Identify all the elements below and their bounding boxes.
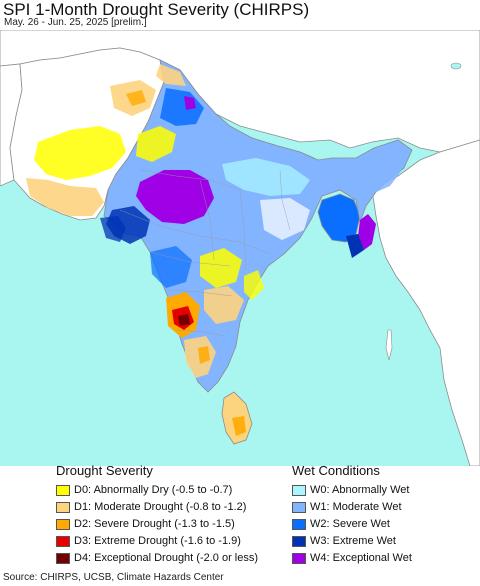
karnataka-d4 xyxy=(178,314,190,326)
legend-label: D1: Moderate Drought (-0.8 to -1.2) xyxy=(74,501,247,513)
map-canvas xyxy=(0,30,480,466)
legend-label: D0: Abnormally Dry (-0.5 to -0.7) xyxy=(74,484,233,496)
drought-map xyxy=(0,30,480,466)
legend-label: W0: Abnormally Wet xyxy=(310,484,410,496)
legend-label: D2: Severe Drought (-1.3 to -1.5) xyxy=(74,518,235,530)
legend-label: W1: Moderate Wet xyxy=(310,501,402,513)
drought-legend-heading: Drought Severity xyxy=(56,463,153,478)
kashmir-d1 xyxy=(156,64,186,86)
legend-swatch xyxy=(56,535,70,547)
tibet-lake xyxy=(450,62,462,70)
map-title: SPI 1-Month Drought Severity (CHIRPS) xyxy=(3,0,310,19)
legend-label: D3: Extreme Drought (-1.6 to -1.9) xyxy=(74,535,241,547)
legend-swatch xyxy=(292,518,306,530)
legend-item-d1: D1: Moderate Drought (-0.8 to -1.2) xyxy=(56,499,246,515)
legend-item-w2: W2: Severe Wet xyxy=(292,516,390,532)
maharashtra-w2 xyxy=(150,246,192,288)
drought-legend: Drought Severity D0: Abnormally Dry (-0.… xyxy=(56,463,286,573)
northeast-w4 xyxy=(358,214,376,250)
east-india-w0 xyxy=(260,198,310,240)
kashmir-w4 xyxy=(184,96,196,110)
deccan-d1 xyxy=(204,286,244,324)
legend-item-d0: D0: Abnormally Dry (-0.5 to -0.7) xyxy=(56,482,232,498)
legend-label: D4: Exceptional Drought (-2.0 or less) xyxy=(74,552,259,564)
gujarat-w3 xyxy=(100,216,126,242)
legend-swatch xyxy=(56,501,70,513)
assam-w1 xyxy=(366,160,402,194)
kashmir-wet xyxy=(160,88,204,126)
wet-legend-heading: Wet Conditions xyxy=(292,463,380,478)
east-coast-d0 xyxy=(244,270,264,300)
legend-label: W4: Exceptional Wet xyxy=(310,552,412,564)
legend-item-w0: W0: Abnormally Wet xyxy=(292,482,409,498)
pakistan-d1-patch xyxy=(26,178,104,216)
sri-lanka-d2 xyxy=(232,416,246,436)
central-w4 xyxy=(136,170,214,224)
legend-item-d3: D3: Extreme Drought (-1.6 to -1.9) xyxy=(56,533,241,549)
legend-swatch xyxy=(292,501,306,513)
nw-india-d0 xyxy=(136,126,176,162)
deccan-d0 xyxy=(200,248,242,288)
legend-label: W2: Severe Wet xyxy=(310,518,390,530)
gangetic-w0 xyxy=(222,158,310,196)
northeast-w3 xyxy=(346,234,364,258)
legend-item-d2: D2: Severe Drought (-1.3 to -1.5) xyxy=(56,516,235,532)
legend-swatch xyxy=(56,518,70,530)
map-subtitle: May. 26 - Jun. 25, 2025 [prelim.] xyxy=(4,17,147,28)
legend-item-w3: W3: Extreme Wet xyxy=(292,533,396,549)
state-borders xyxy=(119,169,291,337)
legend-swatch xyxy=(292,535,306,547)
eastern-land xyxy=(371,139,480,466)
legend-item-d4: D4: Exceptional Drought (-2.0 or less) xyxy=(56,550,258,566)
legend-swatch xyxy=(292,552,306,564)
legend-item-w1: W1: Moderate Wet xyxy=(292,499,402,515)
source-credit: Source: CHIRPS, UCSB, Climate Hazards Ce… xyxy=(3,572,224,583)
wet-legend: Wet Conditions W0: Abnormally Wet W1: Mo… xyxy=(292,463,472,573)
pakistan-d2-north xyxy=(126,90,146,106)
legend-swatch xyxy=(56,484,70,496)
legend-swatch xyxy=(56,552,70,564)
legend-label: W3: Extreme Wet xyxy=(310,535,396,547)
pakistan-d0-patch xyxy=(34,126,126,180)
legend-swatch xyxy=(292,484,306,496)
legend-item-w4: W4: Exceptional Wet xyxy=(292,550,412,566)
andaman-islands xyxy=(385,329,393,361)
south-d2 xyxy=(198,346,210,364)
